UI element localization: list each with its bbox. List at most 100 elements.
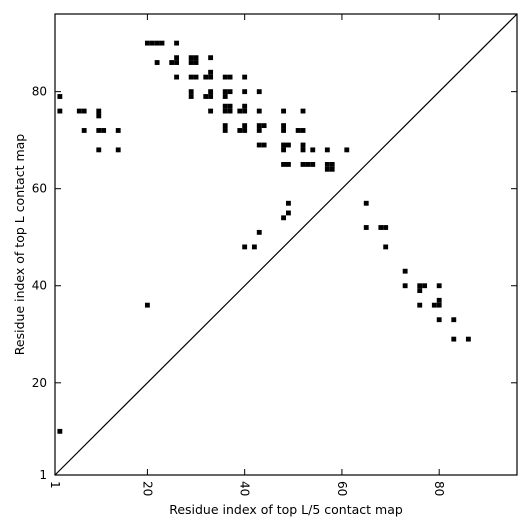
contact-point	[154, 60, 160, 65]
contact-point	[295, 128, 301, 133]
plot-frame	[54, 13, 518, 476]
contact-point	[422, 283, 428, 289]
contact-point	[281, 142, 286, 148]
contact-point	[81, 108, 87, 114]
contact-point	[174, 60, 180, 65]
contact-point	[57, 428, 63, 434]
contact-point	[436, 297, 442, 303]
contact-point	[383, 225, 389, 230]
contact-point	[363, 225, 369, 230]
contact-point	[261, 123, 267, 129]
contact-point	[300, 142, 306, 148]
contact-point	[227, 108, 233, 114]
contact-point	[324, 147, 330, 153]
contact-point	[57, 108, 63, 114]
contact-point	[222, 128, 228, 133]
contact-point	[222, 123, 228, 129]
contact-point	[305, 162, 311, 167]
contact-point	[329, 166, 335, 172]
contact-point	[256, 128, 262, 133]
contact-point	[261, 142, 267, 148]
contact-point	[208, 74, 214, 80]
y-axis-ticks: 1 20 40 60 80	[32, 85, 517, 482]
contact-point	[256, 229, 262, 235]
contact-point	[465, 336, 471, 342]
contact-point	[81, 128, 87, 133]
plot-area	[54, 13, 518, 476]
contact-point	[256, 108, 262, 114]
contact-point	[256, 89, 262, 95]
contact-point	[251, 244, 257, 250]
contact-point	[203, 94, 209, 99]
contact-point	[188, 74, 194, 80]
contact-point	[188, 89, 194, 95]
contact-point	[286, 200, 291, 206]
contact-point	[417, 283, 423, 289]
contact-point	[256, 142, 262, 148]
contact-point	[242, 108, 248, 114]
contact-point	[344, 147, 350, 153]
y-axis-label: Residue index of top L contact map	[12, 134, 27, 355]
contact-point	[144, 302, 150, 308]
contact-point	[436, 302, 442, 308]
contact-point	[237, 108, 243, 114]
contact-point	[242, 244, 248, 250]
contact-point	[144, 40, 150, 46]
contact-point	[363, 200, 369, 206]
contact-point	[227, 74, 233, 80]
contact-point	[76, 108, 82, 114]
contact-point	[149, 40, 155, 46]
contact-point	[169, 60, 175, 65]
contact-point	[159, 40, 165, 46]
contact-point	[300, 108, 306, 114]
x-tick-label: 40	[238, 481, 252, 496]
contact-point	[310, 162, 316, 167]
contact-point	[436, 317, 442, 323]
contact-point	[174, 55, 180, 61]
contact-point	[329, 162, 335, 167]
contact-point	[300, 162, 306, 167]
contact-point	[222, 103, 228, 109]
contact-point	[281, 215, 286, 221]
contact-point	[451, 336, 457, 342]
contact-point	[203, 74, 209, 80]
contact-point	[208, 69, 214, 75]
contact-point	[237, 128, 243, 133]
y-tick-label: 80	[32, 85, 47, 99]
contact-point	[222, 89, 228, 95]
contact-point	[281, 147, 286, 153]
x-axis-ticks: 1 20 40 60 80	[48, 14, 446, 496]
contact-point	[286, 210, 291, 216]
contact-point	[174, 74, 180, 80]
contact-point	[242, 74, 248, 80]
contact-point	[242, 128, 248, 133]
contact-point	[310, 147, 316, 153]
x-tick-label: 1	[48, 481, 62, 489]
contact-point	[227, 89, 233, 95]
contact-point	[101, 128, 107, 133]
contact-point	[227, 103, 233, 109]
contact-point	[281, 162, 286, 167]
contact-point	[188, 55, 194, 61]
diagonal-line	[54, 13, 518, 476]
contact-point	[286, 162, 291, 167]
contact-point	[300, 128, 306, 133]
contact-point	[115, 147, 121, 153]
contact-point	[402, 268, 408, 274]
x-tick-label: 20	[140, 481, 154, 496]
contact-point	[300, 147, 306, 153]
contact-point	[208, 89, 214, 95]
contact-point	[96, 147, 102, 153]
contact-point	[193, 55, 199, 61]
x-axis-label: Residue index of top L/5 contact map	[169, 502, 403, 517]
contact-point	[57, 94, 63, 99]
contact-point	[417, 288, 423, 294]
contact-points	[57, 40, 471, 434]
contact-point	[324, 162, 330, 167]
contact-point	[115, 128, 121, 133]
x-tick-label: 60	[335, 481, 349, 496]
contact-point	[451, 317, 457, 323]
contact-point	[256, 123, 262, 129]
contact-point	[193, 74, 199, 80]
